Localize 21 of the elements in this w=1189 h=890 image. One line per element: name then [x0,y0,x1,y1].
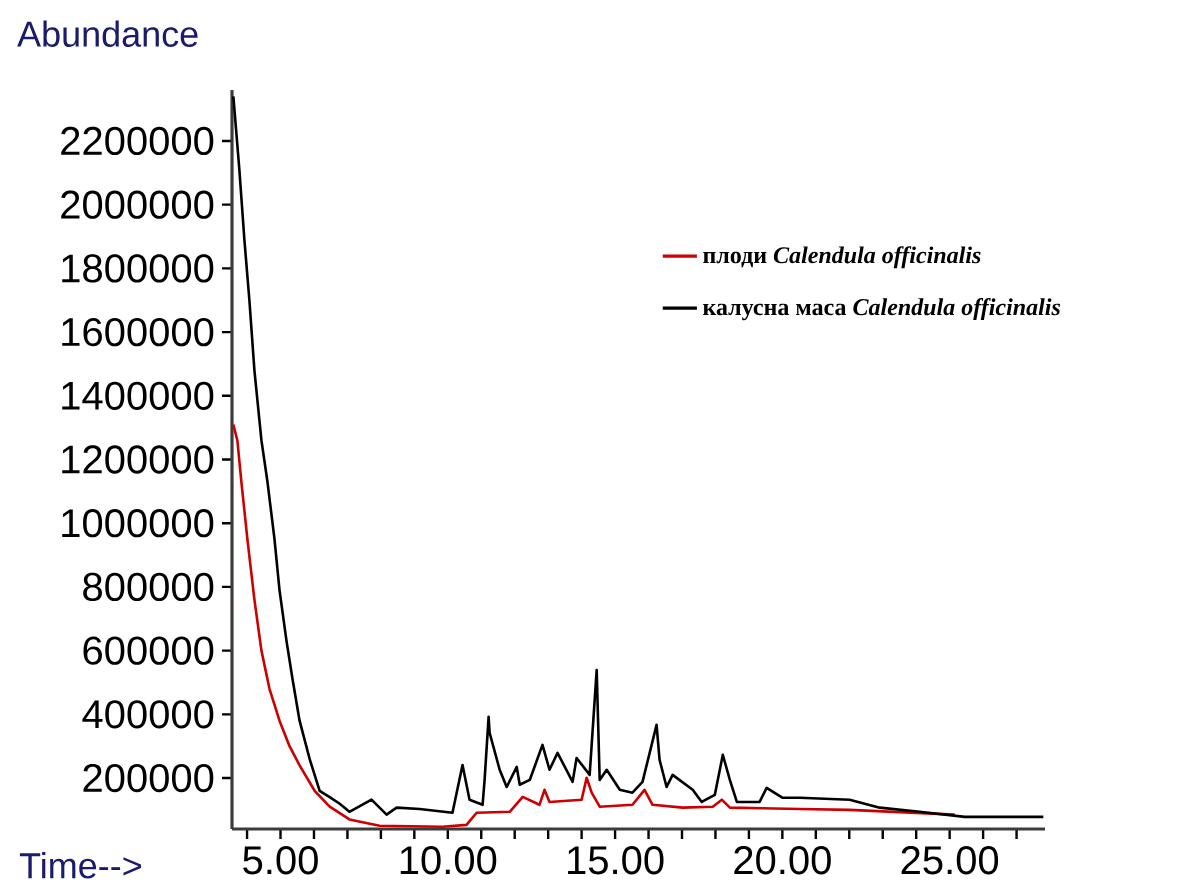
y-tick-label: 2000000 [61,190,214,219]
y-tick-label: 2200000 [61,126,214,156]
x-axis-title: Time--> [19,852,141,879]
y-tick-label: 1600000 [62,317,214,347]
x-tick-label: 20.00 [734,846,831,875]
y-tick-label: 200000 [83,763,214,793]
x-tick-label: 10.00 [400,846,497,875]
y-tick-label: 1000000 [62,509,214,538]
y-axis-title: Abundance [17,20,198,47]
y-tick-label: 1400000 [62,381,214,410]
x-tick-label: 15.00 [568,846,664,875]
y-tick-label: 400000 [82,700,214,729]
legend-label: плоди Calendula officinalis [703,246,981,269]
x-tick-label: 25.00 [901,846,999,875]
y-tick-label: 1200000 [62,445,214,474]
y-tick-label: 600000 [83,636,214,665]
legend-label: калусна маса Calendula officinalis [703,298,1061,321]
y-tick-label: 800000 [83,572,214,602]
x-tick-label: 5.00 [243,846,318,875]
y-tick-label: 1800000 [62,254,214,283]
line-series [232,423,956,829]
